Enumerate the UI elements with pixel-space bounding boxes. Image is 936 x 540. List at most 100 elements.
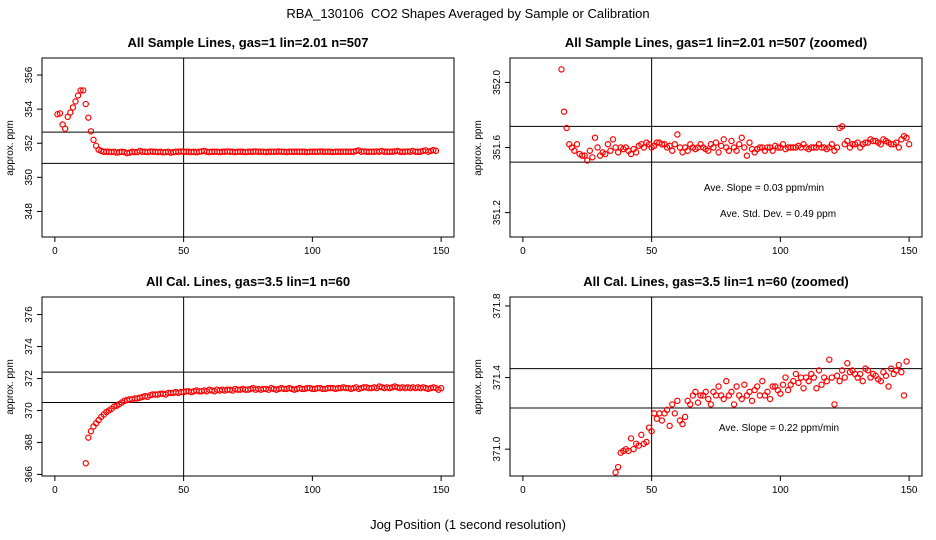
data-point — [584, 157, 591, 164]
data-point — [72, 98, 79, 105]
data-point — [779, 381, 787, 388]
panel-title: All Cal. Lines, gas=3.5 lin=1 n=60 — [146, 274, 350, 289]
data-point — [826, 356, 833, 363]
data-point — [746, 139, 753, 146]
y-tick-label: 372 — [24, 370, 35, 387]
data-point — [609, 136, 617, 143]
figure-title: RBA_130106 CO2 Shapes Averaged by Sample… — [286, 6, 650, 21]
data-point — [800, 385, 807, 392]
data-point — [903, 134, 910, 141]
data-point — [663, 406, 671, 413]
x-tick-label: 150 — [901, 246, 918, 257]
data-point — [586, 147, 594, 154]
data-point — [61, 125, 69, 132]
data-point — [877, 377, 885, 385]
y-tick-label: 370 — [24, 402, 35, 419]
data-point — [720, 395, 727, 403]
x-tick-label: 150 — [433, 485, 450, 496]
x-tick-label: 150 — [901, 485, 918, 496]
data-point — [792, 370, 800, 378]
data-point — [563, 124, 570, 132]
x-tick-label: 0 — [52, 246, 58, 257]
data-point — [748, 397, 756, 405]
data-point — [864, 367, 872, 374]
data-point — [627, 435, 635, 442]
data-point — [594, 144, 601, 151]
data-point — [859, 377, 866, 385]
data-point — [702, 388, 709, 396]
data-point — [85, 114, 92, 121]
data-point — [882, 372, 890, 379]
data-point — [687, 401, 694, 408]
data-point — [833, 372, 841, 379]
data-point — [769, 147, 776, 154]
data-point — [90, 136, 97, 144]
data-point — [828, 141, 836, 148]
plot-frame — [509, 296, 923, 477]
y-tick-label: 368 — [24, 434, 35, 451]
data-point — [838, 123, 846, 130]
data-point — [578, 152, 586, 159]
data-point — [756, 144, 763, 151]
data-point — [795, 379, 802, 387]
data-point — [862, 139, 869, 146]
data-point — [581, 152, 588, 159]
x-tick-label: 50 — [178, 246, 190, 257]
panel-title: All Cal. Lines, gas=3.5 lin=1 n=60 (zoom… — [583, 274, 849, 289]
y-axis-label: approx. ppm — [473, 120, 484, 176]
x-tick-label: 50 — [178, 485, 190, 496]
data-point — [815, 367, 823, 374]
data-point — [857, 370, 864, 378]
x-tick-label: 150 — [433, 246, 450, 257]
y-tick-label: 352 — [24, 134, 35, 151]
data-point — [895, 144, 903, 151]
x-tick-label: 0 — [520, 246, 526, 257]
y-tick-label: 366 — [24, 466, 35, 483]
data-point — [741, 144, 748, 151]
x-tick-label: 100 — [304, 246, 321, 257]
data-point — [560, 108, 568, 115]
data-point — [669, 401, 676, 408]
x-tick-label: 50 — [646, 485, 658, 496]
data-point — [612, 469, 619, 476]
data-point — [705, 395, 712, 403]
data-point — [85, 434, 92, 441]
data-point — [558, 66, 565, 73]
data-point — [898, 368, 905, 376]
data-point — [743, 152, 751, 159]
data-point — [766, 395, 774, 403]
data-point — [674, 131, 681, 138]
y-tick-label: 371.8 — [492, 293, 503, 318]
data-point — [705, 147, 712, 154]
data-point — [756, 392, 763, 399]
data-point — [630, 445, 637, 453]
data-point — [87, 428, 95, 435]
y-tick-label: 376 — [24, 306, 35, 323]
annotation-slope: Ave. Slope = 0.03 ppm/min — [704, 183, 824, 194]
data-point — [602, 150, 609, 158]
data-point — [831, 401, 838, 408]
data-point — [774, 144, 782, 151]
data-point — [666, 422, 673, 430]
panel-title: All Sample Lines, gas=1 lin=2.01 n=507 — [128, 35, 369, 50]
y-tick-label: 371.4 — [492, 365, 503, 390]
data-point — [589, 154, 596, 161]
data-point — [841, 374, 848, 381]
data-point — [733, 383, 740, 390]
x-tick-label: 0 — [520, 485, 526, 496]
data-point — [738, 134, 745, 141]
data-point — [571, 147, 578, 154]
y-tick-label: 356 — [24, 66, 35, 83]
x-tick-label: 100 — [772, 246, 789, 257]
annotation-std-dev: Ave. Std. Dev. = 0.49 ppm — [720, 209, 836, 220]
y-tick-label: 352.0 — [492, 69, 503, 94]
data-point — [607, 147, 614, 154]
data-point — [844, 360, 851, 367]
y-axis-label: approx. ppm — [5, 359, 16, 415]
data-point — [764, 144, 771, 151]
data-point — [741, 381, 748, 388]
data-point — [779, 141, 787, 148]
x-tick-label: 100 — [772, 485, 789, 496]
data-point — [640, 144, 648, 151]
